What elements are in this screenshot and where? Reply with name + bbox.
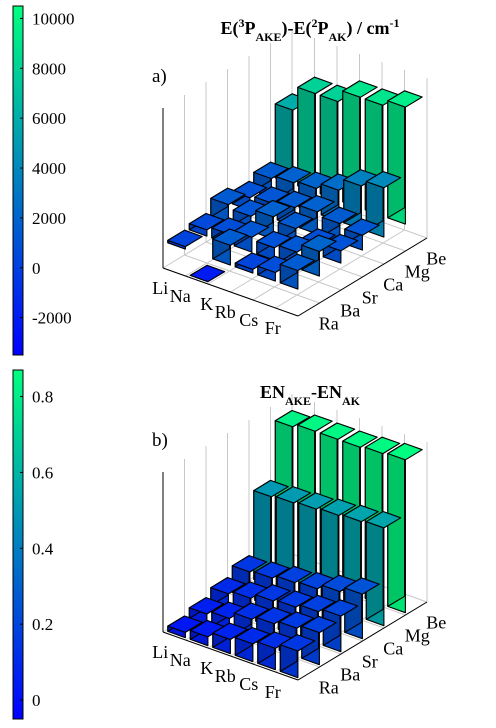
y-tick-label: Ra: [319, 678, 339, 698]
x-tick-label: Na: [170, 286, 191, 306]
y-tick-label: Ba: [340, 665, 360, 685]
bars: [167, 409, 423, 679]
chart-title: ENAKE-ENAK: [260, 382, 361, 408]
colorbar-tick-label: 0.8: [32, 388, 53, 407]
chart-panel-b: 0 0.2 0.4 0.6 0.8 Li Na K Rb Cs Fr Ra Ba Sr Ca Mg Be ENAK…: [0, 364, 496, 728]
chart-title: E(3PAKE)-E(2PAK) / cm-1: [221, 16, 400, 44]
bar3d-chart-a: -2000 0 2000 4000 6000 8000 10000 Li Na K Rb Cs Fr Ra…: [12, 5, 446, 356]
y-axis-line: [297, 601, 428, 681]
bar: [257, 255, 293, 282]
y-tick-label: Be: [426, 249, 446, 269]
bar: [322, 233, 359, 264]
x-tick-label: Fr: [265, 682, 281, 702]
chart-panel-a: -2000 0 2000 4000 6000 8000 10000 Li Na K Rb Cs Fr Ra…: [12, 5, 446, 356]
colorbar-tick-label: 6000: [32, 109, 66, 128]
y-tick-label: Ca: [383, 639, 403, 659]
colorbar-tick-label: 0: [32, 259, 41, 278]
y-tick-label: Sr: [362, 652, 378, 672]
bar: [297, 76, 333, 193]
bar: [189, 264, 226, 283]
bar: [188, 212, 225, 237]
y-tick-label: Ba: [340, 301, 360, 321]
colorbar-tick-label: 0.6: [32, 463, 53, 482]
bar: [387, 442, 423, 614]
x-tick-label: Li: [152, 642, 168, 662]
colorbar-tick-label: 2000: [32, 209, 66, 228]
colorbar-tick-label: 0.2: [32, 615, 53, 634]
y-axis-line: [297, 237, 428, 317]
y-tick-label: Mg: [405, 262, 430, 282]
x-tick-label: Na: [170, 650, 191, 670]
chart-title-part: )-E(: [282, 18, 312, 39]
panel-label: a): [152, 66, 167, 87]
chart-title-part: P: [318, 18, 329, 38]
bar: [189, 619, 226, 647]
x-tick-label: Li: [152, 278, 168, 298]
colorbar-tick-label: 8000: [32, 59, 66, 78]
colorbar-tick-label: 4000: [32, 159, 66, 178]
chart-title-part: ) / cm: [347, 18, 390, 39]
colorbar-gradient: [12, 369, 24, 720]
x-tick-label: K: [200, 294, 213, 314]
bar: [365, 510, 402, 627]
panel-label: b): [152, 430, 168, 451]
y-tick-label: Ca: [383, 275, 403, 295]
colorbar-gradient: [12, 5, 24, 356]
x-tick-label: Cs: [239, 310, 258, 330]
colorbar-tick-label: -2000: [32, 309, 72, 328]
chart-title-part: P: [245, 18, 256, 38]
colorbar: 0 0.2 0.4 0.6 0.8: [12, 369, 54, 720]
bar: [257, 631, 293, 671]
x-tick-label: Rb: [215, 302, 236, 322]
bar: [212, 622, 248, 655]
bar: [167, 615, 203, 639]
chart-title-part: EN: [260, 382, 285, 402]
chart-title-part: AK: [342, 394, 361, 408]
bar: [387, 90, 423, 225]
x-axis-line: [162, 631, 299, 681]
x-axis-line: [162, 267, 299, 317]
chart-title-part: AKE: [285, 394, 311, 408]
chart-title-part: 2: [312, 16, 318, 30]
bar: [301, 615, 337, 666]
colorbar-tick-label: 0.4: [32, 539, 54, 558]
bar: [234, 252, 271, 274]
bar: [188, 597, 225, 626]
chart-title-part: -EN: [311, 382, 342, 402]
y-tick-label: Ra: [319, 314, 339, 334]
chart-title-part: E(: [221, 18, 239, 39]
bar: [234, 626, 271, 663]
chart-title-part: AKE: [256, 30, 282, 44]
y-tick-label: Mg: [405, 626, 430, 646]
bar3d-chart-b: 00.20.40.60.8Li Na K Rb Cs Fr RaBaSrCaMgBeENAK…: [12, 369, 446, 720]
bar: [279, 634, 316, 679]
bar: [279, 253, 316, 290]
chart-title-part: -1: [390, 16, 400, 30]
y-tick-label: Sr: [362, 288, 378, 308]
bar: [256, 230, 292, 261]
colorbar-tick-label: 10000: [32, 9, 75, 28]
chart-title-part: AK: [329, 30, 348, 44]
x-tick-label: K: [200, 658, 213, 678]
bar: [321, 206, 358, 243]
x-tick-label: Fr: [265, 318, 281, 338]
x-tick-label: Rb: [215, 666, 236, 686]
x-tick-label: Cs: [239, 674, 258, 694]
colorbar-tick-label: 0: [32, 691, 41, 710]
bars: [167, 76, 423, 290]
grid-line: [184, 254, 320, 304]
chart-title-part: 3: [239, 16, 245, 30]
colorbar: -2000 0 2000 4000 6000 8000 10000: [12, 5, 75, 356]
y-tick-label: Be: [426, 613, 446, 633]
bar: [167, 229, 203, 250]
bar: [212, 228, 248, 266]
